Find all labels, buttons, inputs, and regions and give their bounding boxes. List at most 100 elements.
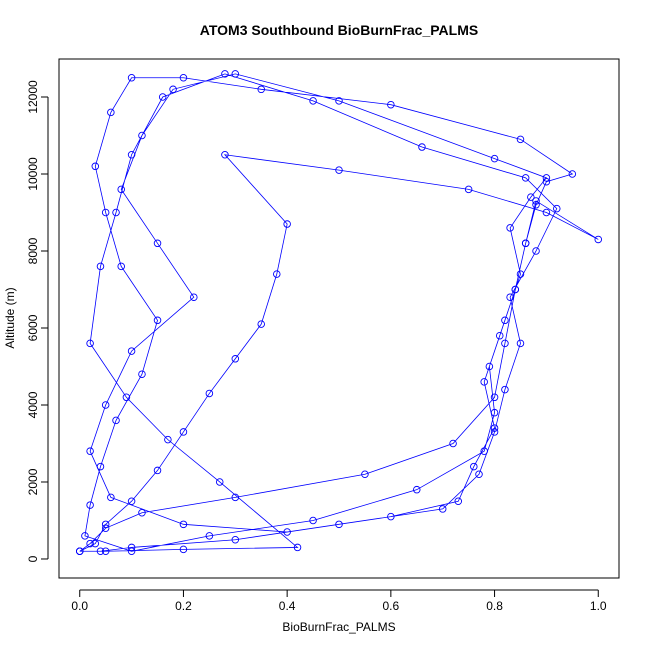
data-point <box>86 339 94 348</box>
data-point <box>490 424 499 432</box>
data-point <box>86 447 94 455</box>
data-point <box>75 547 84 556</box>
data-point <box>221 70 229 78</box>
data-point <box>283 528 291 536</box>
data-point <box>158 93 167 101</box>
data-point <box>179 428 188 436</box>
data-point <box>138 131 146 140</box>
data-point <box>511 285 520 294</box>
data-point <box>179 545 188 554</box>
data-point <box>309 516 317 525</box>
data-point <box>532 197 540 205</box>
x-tick-label: 0.0 <box>71 599 88 613</box>
data-point <box>335 97 343 105</box>
data-point <box>107 108 115 117</box>
data-point <box>127 543 136 552</box>
data-point <box>138 509 146 517</box>
y-tick-label: 8000 <box>26 237 40 264</box>
data-point <box>542 177 551 186</box>
data-point <box>335 166 343 174</box>
data-point <box>127 347 136 355</box>
data-point <box>231 535 240 544</box>
data-point <box>553 204 561 213</box>
data-point <box>86 539 94 548</box>
data-point <box>273 270 281 278</box>
data-point <box>532 247 540 255</box>
data-point <box>127 547 136 556</box>
data-point <box>117 185 125 194</box>
data-point <box>501 385 509 394</box>
data-point <box>490 393 499 402</box>
data-point <box>153 316 162 325</box>
data-point <box>257 85 265 94</box>
data-point <box>594 235 603 244</box>
data-point <box>387 100 395 109</box>
data-point <box>470 462 478 471</box>
data-point <box>107 493 115 502</box>
data-point <box>449 439 457 448</box>
data-point <box>81 532 89 540</box>
data-point <box>221 150 229 159</box>
data-point <box>568 170 577 178</box>
data-point <box>501 316 509 325</box>
data-point <box>231 493 240 502</box>
data-point <box>542 174 551 182</box>
data-point <box>501 339 509 348</box>
y-tick-label: 2000 <box>26 468 40 495</box>
data-point <box>169 85 177 94</box>
data-point <box>516 339 525 348</box>
data-point <box>418 143 426 151</box>
data-point <box>490 154 499 163</box>
data-point <box>101 524 110 532</box>
data-point <box>335 520 343 529</box>
x-tick-label: 0.6 <box>383 599 400 613</box>
data-point <box>257 320 265 328</box>
data-point <box>96 462 105 471</box>
data-point <box>205 389 214 398</box>
x-tick-label: 0.8 <box>486 599 503 613</box>
data-point <box>361 470 369 479</box>
data-point <box>205 532 214 540</box>
data-point <box>96 262 105 271</box>
x-tick-label: 1.0 <box>590 599 607 613</box>
data-point <box>495 331 504 340</box>
data-point <box>96 547 105 556</box>
data-point <box>138 370 146 378</box>
data-point <box>521 239 530 248</box>
data-point <box>190 293 198 301</box>
x-tick-label: 0.4 <box>279 599 296 613</box>
data-point <box>521 174 530 182</box>
data-point <box>215 478 224 486</box>
data-point <box>309 97 317 105</box>
data-point <box>490 428 499 436</box>
data-point <box>101 520 110 529</box>
data-point <box>127 73 136 82</box>
chart-title: ATOM3 Southbound BioBurnFrac_PALMS <box>200 22 478 38</box>
y-tick-label: 6000 <box>26 314 40 341</box>
data-point <box>464 185 473 194</box>
data-point <box>490 408 499 417</box>
data-point <box>283 220 291 228</box>
data-line <box>79 73 599 552</box>
data-point <box>127 150 136 159</box>
x-tick-label: 0.2 <box>175 599 192 613</box>
data-point <box>91 162 100 171</box>
data-point <box>101 401 110 409</box>
data-point <box>127 497 136 505</box>
data-point <box>112 208 120 217</box>
data-point <box>387 512 395 521</box>
data-point <box>231 70 240 78</box>
data-point <box>293 543 302 552</box>
data-point <box>532 201 540 209</box>
data-point <box>153 466 162 475</box>
y-tick-label: 12000 <box>26 80 40 114</box>
data-point <box>506 224 514 232</box>
x-axis-label: BioBurnFrac_PALMS <box>282 620 395 634</box>
data-point <box>480 378 488 386</box>
data-point <box>112 416 120 425</box>
y-tick-label: 0 <box>26 555 40 562</box>
data-point <box>475 470 483 479</box>
y-tick-label: 4000 <box>26 391 40 418</box>
